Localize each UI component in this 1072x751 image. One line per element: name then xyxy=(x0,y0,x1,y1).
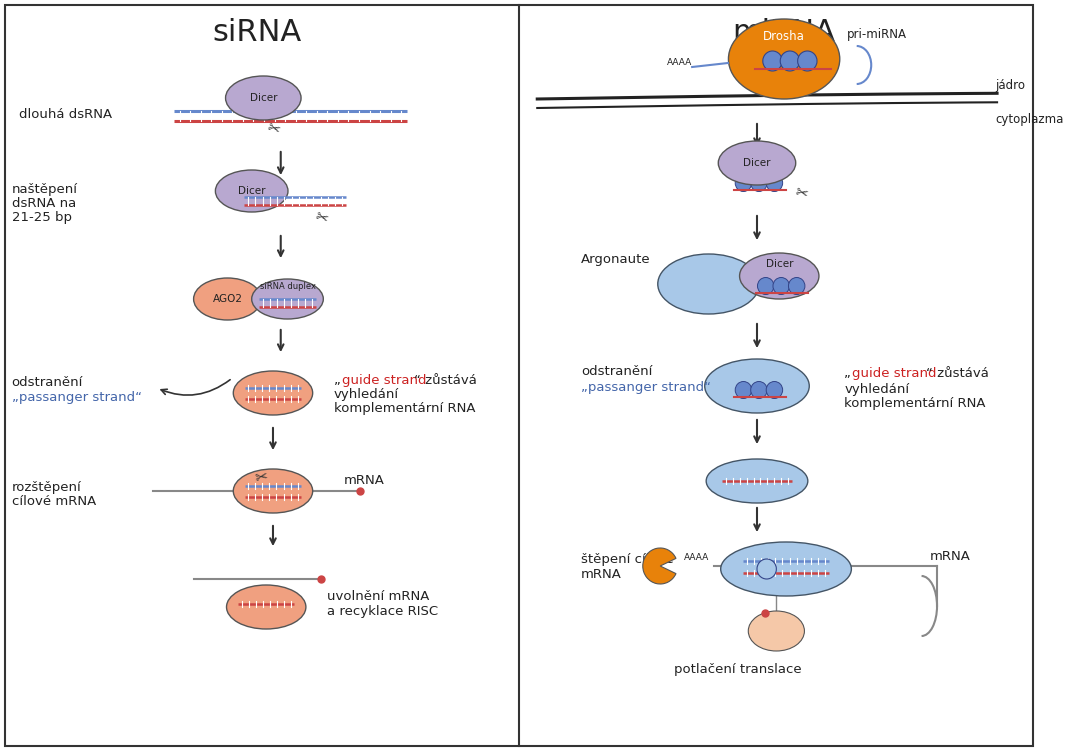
Text: vyhledání: vyhledání xyxy=(334,388,399,402)
Ellipse shape xyxy=(706,459,808,503)
Text: 21-25 bp: 21-25 bp xyxy=(12,212,72,225)
Text: jádro: jádro xyxy=(995,79,1025,92)
Text: odstranění: odstranění xyxy=(12,376,83,390)
Text: Dicer: Dicer xyxy=(743,158,771,168)
Circle shape xyxy=(735,174,751,192)
Text: Dicer: Dicer xyxy=(238,186,266,196)
Text: ✂: ✂ xyxy=(265,119,282,138)
Text: rozštěpení: rozštěpení xyxy=(12,481,81,494)
Text: ✂: ✂ xyxy=(769,83,785,101)
Circle shape xyxy=(758,278,774,294)
Circle shape xyxy=(780,51,800,71)
Text: Argonaute: Argonaute xyxy=(581,254,651,267)
Text: Dicer: Dicer xyxy=(250,93,277,103)
Text: dsRNA na: dsRNA na xyxy=(12,198,76,210)
Text: komplementární RNA: komplementární RNA xyxy=(844,397,985,411)
Ellipse shape xyxy=(234,371,313,415)
Circle shape xyxy=(763,51,783,71)
Ellipse shape xyxy=(658,254,759,314)
Text: mRNA: mRNA xyxy=(581,569,622,581)
Text: „: „ xyxy=(334,375,341,388)
Ellipse shape xyxy=(704,359,809,413)
Text: siRNA duplex: siRNA duplex xyxy=(259,282,315,291)
Circle shape xyxy=(735,382,751,399)
Text: “ zůstává: “ zůstává xyxy=(414,375,477,388)
Text: a recyklace RISC: a recyklace RISC xyxy=(327,605,438,617)
Text: cílové mRNA: cílové mRNA xyxy=(12,496,95,508)
Text: dlouhá dsRNA: dlouhá dsRNA xyxy=(19,107,113,120)
Text: ✂: ✂ xyxy=(313,209,330,228)
Ellipse shape xyxy=(729,19,839,99)
Circle shape xyxy=(798,51,817,71)
Text: odstranění: odstranění xyxy=(581,366,652,379)
Circle shape xyxy=(766,174,783,192)
Circle shape xyxy=(750,382,768,399)
Ellipse shape xyxy=(215,170,288,212)
Text: vyhledání: vyhledání xyxy=(844,384,909,397)
Circle shape xyxy=(789,278,805,294)
Ellipse shape xyxy=(234,469,313,513)
Text: AAAA: AAAA xyxy=(684,553,709,562)
Circle shape xyxy=(757,559,776,579)
Ellipse shape xyxy=(718,141,795,185)
Ellipse shape xyxy=(225,76,301,120)
Text: ✂: ✂ xyxy=(793,184,809,202)
Circle shape xyxy=(766,382,783,399)
Text: guide strand: guide strand xyxy=(342,375,427,388)
Text: Drosha: Drosha xyxy=(763,31,805,44)
Text: AAAA: AAAA xyxy=(667,59,693,68)
Text: siRNA: siRNA xyxy=(212,19,301,47)
Ellipse shape xyxy=(748,611,804,651)
FancyBboxPatch shape xyxy=(5,5,1033,746)
Text: mRNA: mRNA xyxy=(344,475,385,487)
Text: komplementární RNA: komplementární RNA xyxy=(334,403,476,415)
Text: „: „ xyxy=(844,367,851,381)
Ellipse shape xyxy=(252,279,324,319)
Circle shape xyxy=(750,174,768,192)
Text: Dicer: Dicer xyxy=(765,259,793,269)
Text: “ zůstává: “ zůstává xyxy=(926,367,989,381)
Text: pri-miRNA: pri-miRNA xyxy=(847,29,907,41)
Text: miRNA: miRNA xyxy=(732,19,835,47)
Text: potlačení translace: potlačení translace xyxy=(674,662,802,675)
Text: mRNA: mRNA xyxy=(929,550,970,563)
Text: AGO2: AGO2 xyxy=(212,294,242,304)
Ellipse shape xyxy=(194,278,262,320)
Ellipse shape xyxy=(720,542,851,596)
Circle shape xyxy=(773,278,789,294)
Text: ✂: ✂ xyxy=(254,469,269,485)
Text: naštěpení: naštěpení xyxy=(12,183,77,197)
Text: cytoplazma: cytoplazma xyxy=(995,113,1063,125)
Text: štěpení cílové: štěpení cílové xyxy=(581,553,673,566)
Wedge shape xyxy=(643,548,676,584)
Text: guide strand: guide strand xyxy=(852,367,936,381)
Text: „passanger strand“: „passanger strand“ xyxy=(581,382,711,394)
Text: „passanger strand“: „passanger strand“ xyxy=(12,391,142,405)
Ellipse shape xyxy=(740,253,819,299)
Ellipse shape xyxy=(226,585,306,629)
Text: uvolnění mRNA: uvolnění mRNA xyxy=(327,590,430,604)
